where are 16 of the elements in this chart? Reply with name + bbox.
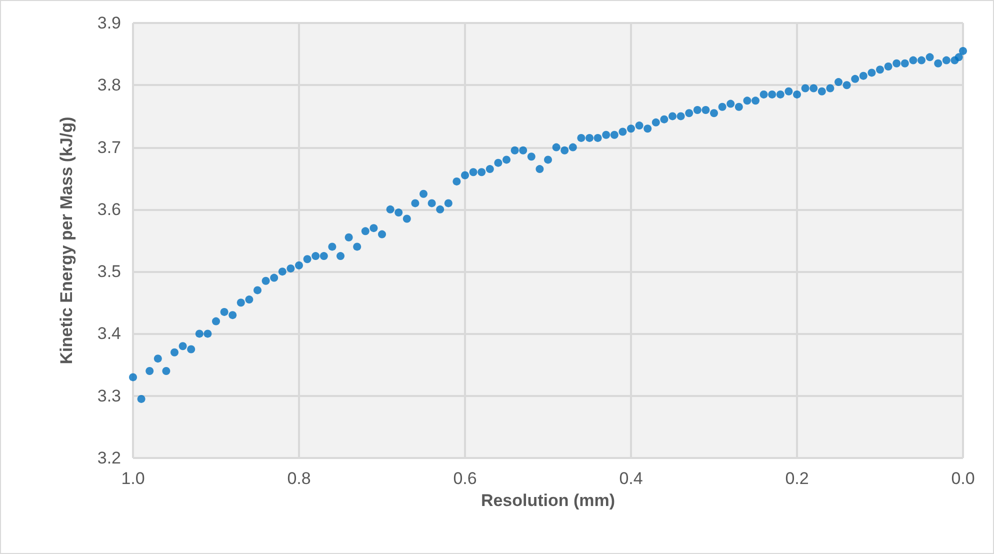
y-axis-title: Kinetic Energy per Mass (kJ/g) <box>57 116 76 364</box>
x-tick-label: 0.4 <box>619 469 643 488</box>
x-tick-label: 0.0 <box>951 469 975 488</box>
y-tick-label: 3.2 <box>97 448 121 468</box>
x-tick-label: 1.0 <box>121 469 145 488</box>
y-tick-label: 3.7 <box>97 138 121 157</box>
y-tick-label: 3.5 <box>97 262 121 282</box>
y-tick-label: 3.9 <box>97 14 121 32</box>
x-tick-label: 0.2 <box>785 469 809 488</box>
y-tick-label: 3.6 <box>97 200 121 219</box>
x-tick-label: 0.6 <box>453 469 477 488</box>
x-tick-label: 0.8 <box>287 469 311 488</box>
y-tick-label: 3.8 <box>97 76 121 95</box>
y-tick-label: 3.4 <box>97 324 121 344</box>
y-tick-label: 3.3 <box>97 386 121 406</box>
x-axis-title: Resolution (mm) <box>480 491 616 510</box>
